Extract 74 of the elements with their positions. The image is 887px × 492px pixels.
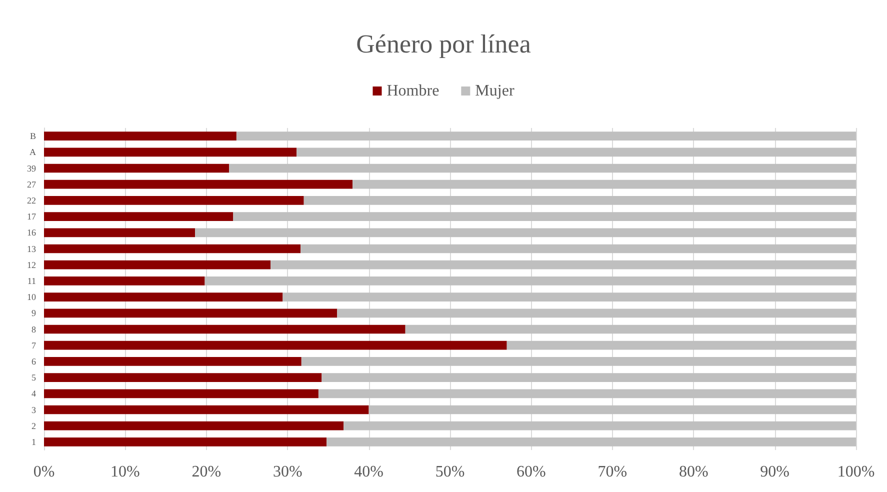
- bar: [236, 132, 856, 140]
- bar: [44, 148, 297, 157]
- bar: [44, 196, 304, 205]
- chart-title: Género por línea: [356, 30, 532, 58]
- bar: [229, 164, 856, 173]
- y-tick-label: 3: [32, 404, 36, 415]
- bar: [405, 324, 856, 334]
- x-tick-label: 80%: [678, 464, 708, 480]
- bar: [322, 373, 856, 382]
- bar: [44, 438, 327, 446]
- legend-label: Hombre: [386, 82, 440, 100]
- y-tick-label: 8: [32, 324, 36, 334]
- bar: [44, 405, 369, 414]
- x-tick-label: 20%: [192, 464, 222, 480]
- y-tick-label: 27: [27, 179, 36, 190]
- bar: [44, 244, 301, 254]
- bar: [282, 292, 856, 302]
- x-tick-label: 30%: [272, 464, 302, 480]
- bar: [44, 308, 338, 318]
- bar: [301, 357, 856, 366]
- x-tick-label: 50%: [435, 464, 465, 480]
- bar: [337, 308, 856, 318]
- bar: [44, 164, 230, 173]
- y-tick-label: A: [30, 147, 36, 158]
- x-tick-label: 100%: [837, 464, 875, 480]
- bar: [195, 228, 856, 238]
- x-tick-label: 60%: [516, 464, 546, 480]
- bar: [296, 148, 856, 157]
- y-tick-label: 16: [27, 228, 36, 238]
- y-tick-label: 12: [27, 260, 36, 270]
- bar: [44, 373, 322, 382]
- y-tick-label: 39: [27, 163, 36, 174]
- y-tick-label: B: [30, 131, 36, 142]
- y-tick-label: 4: [32, 388, 36, 399]
- y-tick-label: 13: [27, 244, 36, 254]
- bar: [44, 340, 507, 350]
- bar: [233, 212, 856, 221]
- bar: [44, 212, 234, 221]
- y-tick-label: 22: [27, 195, 36, 206]
- bar: [44, 421, 344, 430]
- x-tick-label: 70%: [598, 464, 628, 480]
- bar: [44, 180, 353, 189]
- bar: [352, 180, 856, 189]
- bar: [270, 260, 856, 270]
- bar: [44, 389, 318, 398]
- y-tick-label: 1: [32, 436, 36, 447]
- bar: [44, 132, 236, 140]
- x-tick-label: 90%: [760, 464, 790, 480]
- x-tick-label: 10%: [110, 464, 140, 480]
- y-tick-label: 2: [32, 420, 36, 431]
- y-tick-label: 6: [32, 356, 36, 366]
- bar: [44, 276, 205, 286]
- bar: [204, 276, 856, 286]
- y-tick-label: 11: [27, 276, 36, 286]
- y-tick-label: 7: [32, 340, 36, 350]
- y-tick-label: 10: [27, 292, 36, 302]
- bar: [44, 292, 283, 302]
- legend-label: Mujer: [475, 82, 515, 100]
- bar: [44, 324, 406, 334]
- y-tick-label: 9: [32, 308, 36, 318]
- y-tick-label: 17: [27, 212, 36, 222]
- bar: [368, 405, 856, 414]
- bar: [326, 438, 856, 446]
- x-tick-label: 0%: [33, 464, 55, 480]
- bar: [44, 228, 196, 238]
- x-tick-label: 40%: [354, 464, 384, 480]
- bar: [304, 196, 856, 205]
- y-tick-label: 5: [32, 372, 36, 383]
- bar: [344, 421, 856, 430]
- bar: [506, 340, 856, 350]
- bar: [318, 389, 856, 398]
- bar: [44, 260, 271, 270]
- bar: [300, 244, 856, 254]
- bar: [44, 357, 302, 366]
